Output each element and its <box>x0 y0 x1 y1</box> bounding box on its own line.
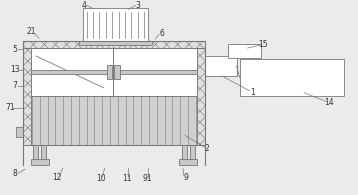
Text: 71: 71 <box>5 103 15 112</box>
Text: 2: 2 <box>204 144 209 153</box>
Bar <box>190 145 195 161</box>
Bar <box>41 145 46 161</box>
Bar <box>79 41 152 45</box>
Bar <box>240 59 344 96</box>
Text: 9: 9 <box>184 173 188 182</box>
Bar <box>182 145 187 161</box>
Text: 11: 11 <box>123 174 132 183</box>
Bar <box>83 8 148 41</box>
Bar <box>23 48 31 145</box>
Bar <box>228 44 261 58</box>
Text: 10: 10 <box>96 174 105 183</box>
Text: 91: 91 <box>142 174 152 183</box>
Bar <box>31 70 197 74</box>
Bar <box>31 159 49 165</box>
Text: 12: 12 <box>52 173 62 182</box>
Bar <box>113 48 197 96</box>
Text: 5: 5 <box>13 45 18 54</box>
Bar <box>16 128 23 137</box>
Bar <box>31 96 197 145</box>
Bar <box>107 65 112 79</box>
Text: 21: 21 <box>26 27 36 36</box>
Text: 1: 1 <box>250 88 255 97</box>
Text: 7: 7 <box>13 81 18 90</box>
Text: 8: 8 <box>13 169 18 178</box>
Text: 3: 3 <box>136 1 141 10</box>
Text: 6: 6 <box>160 29 165 38</box>
Text: 4: 4 <box>81 1 86 10</box>
Bar <box>197 48 205 145</box>
Bar <box>23 41 205 48</box>
Text: 14: 14 <box>324 98 334 107</box>
Bar <box>31 48 113 96</box>
Bar <box>205 56 237 76</box>
Bar <box>179 159 197 165</box>
Text: 13: 13 <box>10 65 20 74</box>
Text: 15: 15 <box>258 40 268 49</box>
Bar <box>115 65 120 79</box>
Bar <box>33 145 38 161</box>
